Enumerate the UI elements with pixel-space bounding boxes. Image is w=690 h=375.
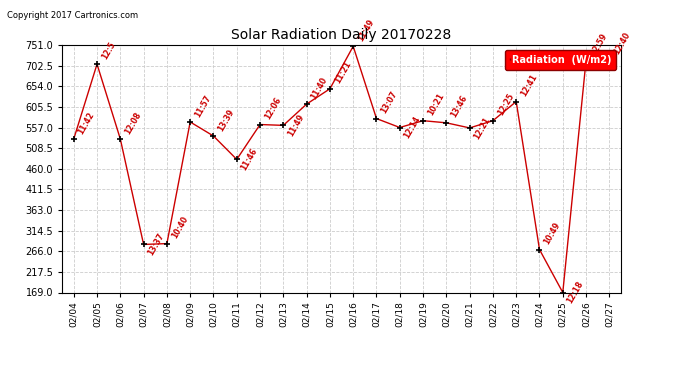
Text: 13:37: 13:37 [146,232,166,257]
Text: 10:49: 10:49 [542,221,562,246]
Text: 11:49: 11:49 [356,18,376,43]
Text: 11:57: 11:57 [193,93,213,118]
Text: 10:21: 10:21 [426,92,446,117]
Text: 11:40: 11:40 [309,75,329,101]
Text: 10:40: 10:40 [170,215,190,240]
Text: 13:39: 13:39 [216,107,236,133]
Text: 12:25: 12:25 [495,92,515,117]
Text: 12:14: 12:14 [402,115,422,140]
Text: 12:06: 12:06 [263,96,283,121]
Text: 11:46: 11:46 [239,147,259,172]
Text: 12:21: 12:21 [473,115,492,141]
Text: 11:49: 11:49 [286,113,306,138]
Text: 11:21: 11:21 [333,60,353,86]
Text: 12:5: 12:5 [100,40,117,61]
Text: 11:42: 11:42 [77,110,97,136]
Text: 12:59: 12:59 [589,32,609,57]
Text: 13:46: 13:46 [449,94,469,119]
Text: 13:07: 13:07 [380,90,400,115]
Legend: Radiation  (W/m2): Radiation (W/m2) [505,50,616,70]
Text: 12:08: 12:08 [123,110,143,136]
Text: 12:40: 12:40 [612,30,632,56]
Title: Solar Radiation Daily 20170228: Solar Radiation Daily 20170228 [231,28,452,42]
Text: Copyright 2017 Cartronics.com: Copyright 2017 Cartronics.com [7,11,138,20]
Text: 12:18: 12:18 [566,280,586,305]
Text: 12:41: 12:41 [519,73,539,98]
